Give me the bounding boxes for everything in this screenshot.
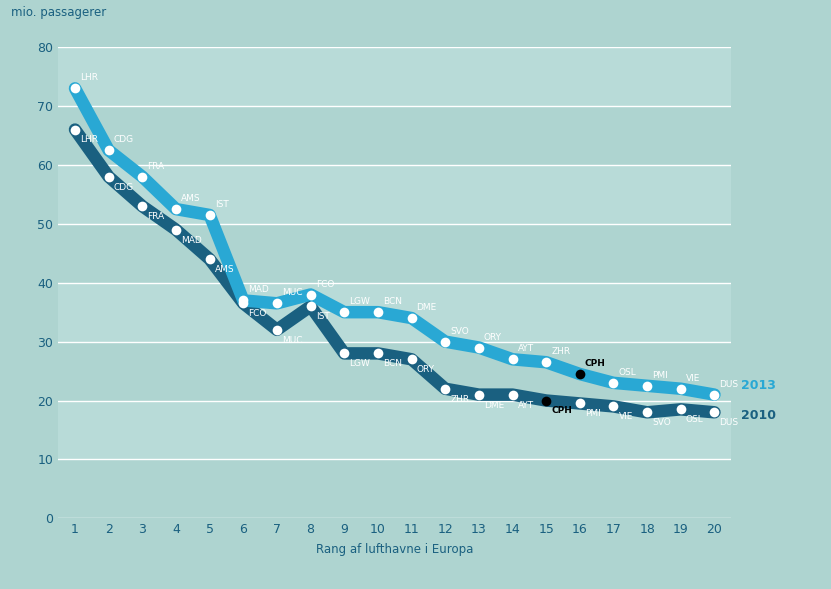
Text: IST: IST	[316, 312, 329, 321]
Text: ORY: ORY	[484, 333, 502, 342]
Text: MUC: MUC	[282, 336, 302, 345]
Text: CPH: CPH	[585, 359, 606, 368]
Text: AMS: AMS	[214, 265, 234, 274]
Text: AYT: AYT	[518, 401, 534, 409]
Bar	[58, 401, 731, 459]
Text: DUS: DUS	[720, 380, 739, 389]
Text: SVO: SVO	[450, 327, 469, 336]
Text: FRA: FRA	[147, 212, 165, 221]
Text: CDG: CDG	[114, 135, 134, 144]
Text: FRA: FRA	[147, 162, 165, 171]
Text: DUS: DUS	[720, 418, 739, 427]
Text: FCO: FCO	[316, 280, 334, 289]
Text: LHR: LHR	[80, 135, 98, 144]
Text: AYT: AYT	[518, 345, 534, 353]
Text: 2013: 2013	[741, 379, 776, 392]
Text: MUC: MUC	[282, 289, 302, 297]
X-axis label: Rang af lufthavne i Europa: Rang af lufthavne i Europa	[316, 543, 474, 556]
Text: ORY: ORY	[416, 365, 435, 374]
Text: AMS: AMS	[181, 194, 200, 203]
Bar	[58, 47, 731, 106]
Text: CPH: CPH	[551, 406, 572, 415]
Text: LGW: LGW	[349, 359, 370, 368]
Text: FCO: FCO	[248, 309, 267, 318]
Bar	[58, 165, 731, 224]
Text: MAD: MAD	[181, 236, 202, 244]
Text: PMI: PMI	[652, 371, 668, 380]
Text: PMI: PMI	[585, 409, 601, 418]
Text: VIE: VIE	[686, 374, 701, 383]
Text: MAD: MAD	[248, 286, 269, 294]
Text: LHR: LHR	[80, 74, 98, 82]
Text: BCN: BCN	[383, 359, 402, 368]
Text: OSL: OSL	[686, 415, 704, 424]
Text: 2010: 2010	[741, 409, 776, 422]
Text: LGW: LGW	[349, 297, 370, 306]
Text: BCN: BCN	[383, 297, 402, 306]
Text: CDG: CDG	[114, 183, 134, 191]
Text: OSL: OSL	[618, 368, 637, 377]
Text: ZHR: ZHR	[450, 395, 470, 403]
Text: IST: IST	[214, 200, 229, 209]
Text: DME: DME	[416, 303, 437, 312]
Text: ZHR: ZHR	[551, 348, 570, 356]
Text: SVO: SVO	[652, 418, 671, 427]
Text: DME: DME	[484, 401, 504, 409]
Text: mio. passagerer: mio. passagerer	[11, 6, 106, 19]
Bar	[58, 283, 731, 342]
Text: VIE: VIE	[618, 412, 633, 421]
